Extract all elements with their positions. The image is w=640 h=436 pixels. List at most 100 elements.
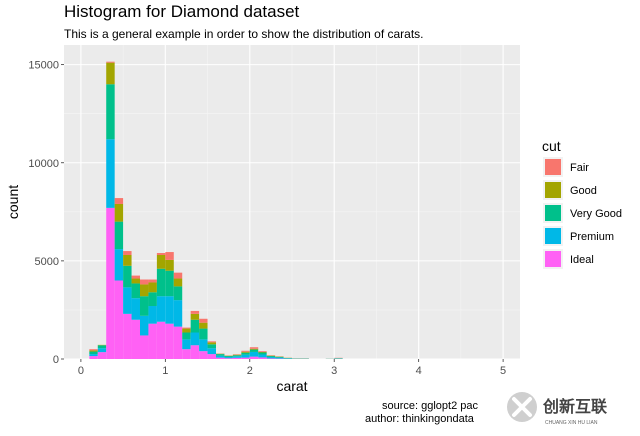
y-tick-label: 5000 bbox=[35, 256, 59, 268]
bar-segment-premium bbox=[224, 357, 233, 359]
bar-segment-very-good bbox=[106, 84, 115, 140]
axes: 0 1 2 3 4 5 0 5000 10000 15000 bbox=[28, 60, 506, 377]
bar-segment-fair bbox=[199, 318, 208, 323]
bar-segment-premium bbox=[190, 332, 200, 346]
bar-segment-premium bbox=[97, 348, 107, 353]
bar-segment-ideal bbox=[190, 345, 200, 359]
bar-segment-premium bbox=[123, 287, 132, 314]
bar-segment-good bbox=[190, 313, 200, 320]
bar-segment-premium bbox=[131, 298, 140, 320]
y-tick-label: 10000 bbox=[28, 158, 59, 170]
bar-segment-very-good bbox=[249, 349, 259, 352]
y-axis-title: count bbox=[5, 185, 21, 219]
bar-segment-fair bbox=[114, 198, 124, 204]
bar-segment-very-good bbox=[131, 283, 140, 299]
legend-swatch-fair bbox=[545, 159, 561, 175]
bar-segment-premium bbox=[275, 357, 284, 359]
bar-segment-premium bbox=[249, 351, 259, 357]
bar-segment-ideal bbox=[114, 280, 124, 359]
bar-segment-very-good bbox=[207, 344, 216, 349]
bar-segment-good bbox=[123, 254, 132, 266]
bar-segment-good bbox=[106, 62, 115, 85]
bar-segment-premium bbox=[173, 300, 183, 327]
x-tick-label: 2 bbox=[247, 365, 253, 377]
bar-segment-ideal bbox=[207, 354, 216, 359]
bar-segment-very-good bbox=[148, 292, 157, 307]
bar-segment-good bbox=[140, 284, 149, 297]
legend-title: cut bbox=[542, 138, 561, 154]
bar-segment-fair bbox=[173, 272, 183, 279]
bar-segment-good bbox=[241, 351, 250, 353]
legend-swatch-ideal bbox=[545, 251, 561, 267]
bar-segment-fair bbox=[156, 253, 166, 255]
caption-author: author: thinkingondata bbox=[365, 413, 475, 425]
bar-segment-fair bbox=[258, 351, 267, 352]
bar-segment-ideal bbox=[216, 357, 225, 359]
bar-segment-very-good bbox=[275, 356, 284, 358]
bar-segment-very-good bbox=[224, 356, 233, 358]
legend-label: Very Good bbox=[570, 208, 622, 220]
bar-segment-good bbox=[249, 348, 259, 350]
bar-segment-very-good bbox=[216, 354, 225, 356]
bar-segment-premium bbox=[106, 139, 115, 208]
bar-segment-good bbox=[182, 328, 191, 333]
bar-segment-premium bbox=[114, 249, 124, 281]
bar-segment-ideal bbox=[106, 207, 115, 359]
chart-subtitle: This is a general example in order to sh… bbox=[64, 27, 424, 41]
bar-segment-good bbox=[89, 350, 98, 352]
bar-segment-ideal bbox=[131, 319, 140, 359]
bar-segment-very-good bbox=[140, 296, 149, 316]
bar-segment-premium bbox=[89, 354, 98, 357]
bar-segment-very-good bbox=[114, 221, 124, 250]
caption-source: source: gglopt2 pac bbox=[382, 400, 479, 412]
bar-segment-very-good bbox=[266, 356, 276, 358]
bar-segment-premium bbox=[241, 354, 250, 358]
bar-segment-ideal bbox=[232, 357, 242, 359]
bar-segment-fair bbox=[89, 349, 98, 351]
legend-swatch-good bbox=[545, 182, 561, 198]
bar-segment-premium bbox=[182, 339, 191, 350]
bar-segment-very-good bbox=[173, 286, 183, 301]
legend-label: Ideal bbox=[570, 254, 594, 266]
bar-segment-fair bbox=[241, 350, 250, 352]
bar-segment-very-good bbox=[232, 355, 242, 357]
bar-segment-ideal bbox=[156, 321, 166, 359]
bar-segment-ideal bbox=[258, 357, 267, 359]
bar-segment-fair bbox=[249, 347, 259, 349]
bar-segment-premium bbox=[199, 339, 208, 352]
bar-segment-premium bbox=[266, 357, 276, 359]
bar-segment-good bbox=[173, 278, 183, 287]
watermark: 创新互联 CHUANG XIN HU LIAN bbox=[494, 385, 640, 436]
bar-segment-very-good bbox=[190, 319, 200, 333]
x-tick-label: 4 bbox=[416, 365, 422, 377]
bar-segment-good bbox=[165, 259, 174, 271]
bar-segment-premium bbox=[156, 296, 166, 322]
bar-segment-fair bbox=[106, 61, 115, 63]
bar-segment-premium bbox=[207, 348, 216, 355]
y-tick-label: 15000 bbox=[28, 60, 59, 72]
bar-segment-fair bbox=[207, 341, 216, 343]
watermark-text: 创新互联 bbox=[542, 397, 607, 416]
chart-title: Histogram for Diamond dataset bbox=[64, 2, 300, 21]
bar-segment-ideal bbox=[224, 358, 233, 359]
bar-segment-ideal bbox=[173, 326, 183, 359]
bar-segment-ideal bbox=[249, 356, 259, 359]
bar-segment-ideal bbox=[266, 358, 276, 359]
bar-segment-premium bbox=[165, 296, 174, 324]
bar-segment-premium bbox=[140, 315, 149, 336]
watermark-subtext: CHUANG XIN HU LIAN bbox=[545, 420, 598, 426]
bar-segment-ideal bbox=[165, 323, 174, 359]
bar-segment-ideal bbox=[199, 351, 208, 359]
bar-segment-fair bbox=[190, 310, 200, 314]
bar-segment-good bbox=[199, 322, 208, 329]
bar-segment-very-good bbox=[165, 270, 174, 297]
legend-swatch-very-good bbox=[545, 205, 561, 221]
x-axis-title: carat bbox=[276, 378, 307, 394]
bar-segment-ideal bbox=[123, 313, 132, 359]
bar-segment-fair bbox=[140, 279, 149, 285]
histogram-bars bbox=[89, 61, 343, 359]
bar-segment-very-good bbox=[89, 351, 98, 355]
x-logo-icon bbox=[507, 392, 537, 422]
bar-segment-very-good bbox=[123, 265, 132, 288]
